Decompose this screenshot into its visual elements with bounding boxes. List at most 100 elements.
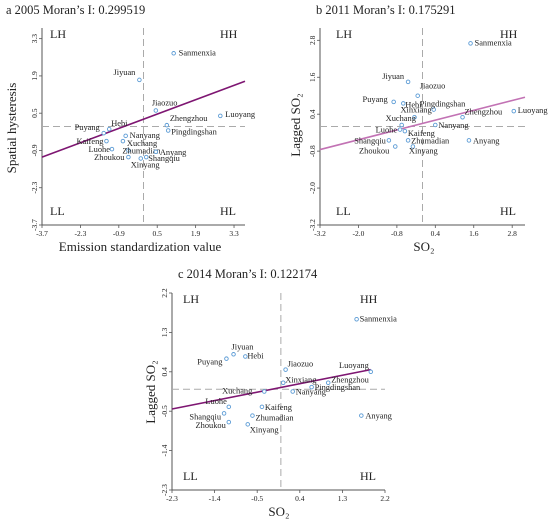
data-point: [433, 122, 438, 128]
x-axis-label: SO₂: [268, 504, 289, 519]
y-tick-label: -2.3: [160, 484, 169, 496]
point-label: Nanyang: [296, 388, 327, 397]
point-label: Jiaozuo: [288, 360, 314, 369]
point-label: Anyang: [365, 412, 392, 421]
y-tick-label: 0.4: [160, 367, 169, 377]
data-point: [101, 130, 106, 136]
point-label: Zhengzhou: [170, 114, 208, 123]
quadrant-label-top-right: HH: [360, 292, 378, 306]
chart-title: b 2011 Moran’s I: 0.175291: [316, 3, 455, 17]
data-point: [250, 413, 255, 418]
point-label: Anyang: [160, 148, 187, 157]
data-point: [221, 411, 227, 416]
point-label: Luoyang: [225, 110, 256, 119]
point-label: Shangqiu: [189, 412, 221, 421]
point-label: Xinxiang: [400, 105, 432, 114]
y-tick-label: 2.2: [160, 288, 169, 298]
x-tick-label: -0.9: [113, 229, 125, 238]
y-tick-label: 2.8: [308, 35, 317, 45]
data-point: [466, 138, 472, 143]
chart-panel-1: -3.2 -2.0 -0.8 0.4 1.6 2.8 2.8 1.6 0.4 -0.8 -2.0 -3…: [288, 3, 548, 254]
quadrant-label-top-right: HH: [500, 27, 518, 41]
point-label: Puyang: [363, 95, 389, 104]
data-point: [143, 154, 149, 160]
point-label: Zhengzhou: [465, 107, 503, 116]
data-point: [123, 133, 128, 139]
data-point: [126, 154, 131, 160]
data-point: [412, 115, 417, 120]
quadrant-label-bottom-right: HL: [360, 469, 376, 483]
point-label: Sanmenxia: [475, 38, 512, 47]
point-label: Shangqiu: [354, 136, 386, 145]
data-point: [245, 422, 250, 427]
chart-title: a 2005 Moran’s I: 0.299519: [6, 3, 145, 17]
data-point: [391, 99, 396, 105]
point-label: Zhumadian: [255, 414, 294, 423]
x-tick-label: -2.3: [166, 494, 178, 503]
data-point: [171, 51, 176, 56]
y-tick-label: 1.6: [308, 72, 317, 82]
x-tick-label: -0.5: [251, 494, 263, 503]
data-point: [231, 352, 236, 357]
y-axis-label: Lagged SO₂: [143, 360, 158, 423]
quadrant-label-bottom-left: LL: [50, 204, 65, 218]
point-label: Pingdingshan: [171, 127, 217, 136]
quadrant-label-top-left: LH: [183, 292, 199, 306]
point-label: Jiyuan: [232, 342, 255, 351]
quadrant-label-top-left: LH: [50, 27, 66, 41]
data-point: [138, 156, 144, 161]
data-point: [511, 108, 517, 114]
y-tick-label: 0.5: [30, 108, 39, 118]
data-point: [218, 113, 223, 119]
quadrant-label-top-right: HH: [220, 27, 238, 41]
data-point: [224, 356, 229, 361]
x-tick-label: 2.2: [380, 494, 390, 503]
data-point: [431, 107, 436, 112]
data-point: [243, 354, 248, 359]
chart-title: c 2014 Moran’s I: 0.122174: [178, 267, 318, 281]
data-point: [280, 380, 286, 385]
regression-line: [319, 96, 526, 151]
data-point: [120, 138, 126, 144]
data-point: [415, 93, 420, 98]
point-label: Nanyang: [438, 121, 469, 130]
y-tick-label: -2.3: [30, 182, 39, 194]
point-label: Hebi: [247, 351, 264, 360]
point-label: Xinyang: [409, 147, 439, 156]
x-tick-label: -2.3: [74, 229, 86, 238]
x-tick-label: 0.4: [295, 494, 305, 503]
point-label: Anyang: [473, 136, 500, 145]
point-label: Luoyang: [518, 106, 549, 115]
point-label: Luohe: [205, 397, 227, 406]
y-tick-label: -1.4: [160, 444, 169, 456]
x-tick-label: -1.4: [209, 494, 221, 503]
data-point: [354, 317, 359, 322]
point-label: Hebi: [111, 119, 128, 128]
point-label: Xuchang: [386, 114, 417, 123]
quadrant-label-bottom-right: HL: [220, 204, 236, 218]
data-point: [226, 419, 232, 425]
regression-line: [41, 80, 246, 158]
data-point: [104, 138, 109, 144]
point-label: Xuchang: [127, 139, 158, 148]
x-tick-label: -3.7: [36, 229, 48, 238]
point-label: Zhoukou: [94, 153, 125, 162]
point-label: Jiyuan: [382, 72, 405, 81]
data-point: [153, 149, 159, 155]
data-point: [399, 122, 404, 128]
data-point: [401, 101, 406, 106]
point-label: Kaifeng: [76, 137, 104, 146]
data-point: [359, 413, 364, 418]
data-point: [402, 128, 408, 134]
point-label: Puyang: [197, 358, 223, 367]
point-label: Shangqiu: [148, 154, 180, 163]
regression-line: [171, 368, 371, 410]
data-point: [325, 380, 331, 385]
y-tick-label: 0.4: [308, 109, 317, 119]
data-point: [368, 369, 374, 375]
point-label: Sanmenxia: [179, 48, 216, 57]
point-label: Zhumadian: [122, 146, 161, 155]
y-tick-label: -2.0: [308, 182, 317, 194]
x-tick-label: 1.9: [191, 229, 201, 238]
